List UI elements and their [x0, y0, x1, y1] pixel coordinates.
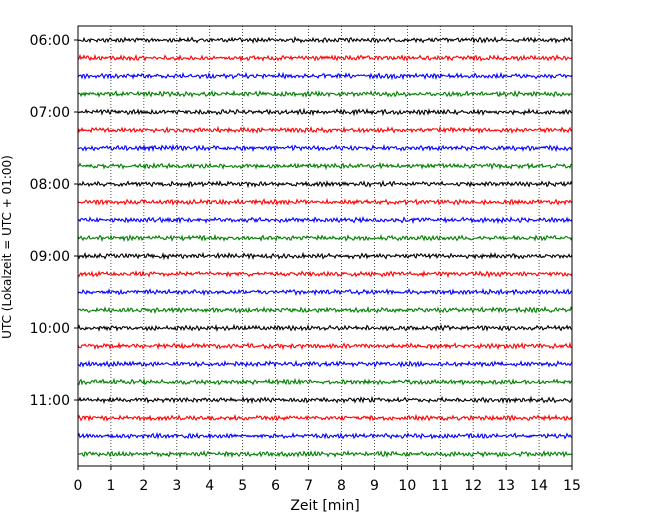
y-tick-label: 09:00 — [30, 249, 70, 265]
trace-1115 — [77, 413, 573, 423]
x-tick-label: 15 — [563, 478, 581, 494]
trace-0645 — [77, 89, 573, 99]
trace-1130 — [77, 431, 573, 440]
trace-0730 — [77, 143, 573, 153]
x-tick-label: 13 — [497, 478, 515, 494]
x-tick-label: 9 — [370, 478, 379, 494]
x-tick-label: 14 — [530, 478, 548, 494]
trace-1015 — [77, 341, 573, 351]
trace-0600 — [77, 36, 573, 45]
trace-0930 — [77, 287, 573, 297]
y-axis-label: UTC (Lokalzeit = UTC + 01:00) — [0, 155, 14, 339]
trace-1045 — [77, 377, 573, 387]
x-tick-label: 12 — [464, 478, 482, 494]
y-tick-label: 07:00 — [30, 105, 70, 121]
x-tick-label: 4 — [205, 478, 214, 494]
plot-frame — [77, 25, 573, 467]
seismic-traces — [77, 36, 573, 459]
x-tick-label: 5 — [238, 478, 247, 494]
x-tick-label: 6 — [271, 478, 280, 494]
trace-0700 — [77, 107, 573, 117]
trace-1000 — [77, 323, 573, 333]
x-tick-label: 8 — [337, 478, 346, 494]
y-tick-label: 06:00 — [30, 33, 70, 49]
x-tick-label: 1 — [106, 478, 115, 494]
trace-0800 — [77, 179, 573, 189]
trace-1145 — [78, 449, 573, 459]
x-tick-label: 3 — [172, 478, 181, 494]
x-axis: 0 1 2 3 4 5 6 7 8 9 10 11 12 13 14 15 — [74, 466, 581, 494]
y-tick-label: 11:00 — [30, 393, 70, 409]
y-tick-label: 08:00 — [30, 177, 70, 193]
y-axis: 06:00 07:00 08:00 09:00 10:00 11:00 — [30, 33, 78, 409]
x-tick-label: 2 — [139, 478, 148, 494]
trace-1030 — [77, 359, 573, 369]
trace-0630 — [77, 71, 573, 81]
trace-0815 — [77, 197, 573, 207]
trace-0900 — [77, 251, 573, 261]
trace-0830 — [77, 215, 573, 225]
trace-0615 — [77, 53, 573, 63]
grid-lines — [110, 26, 540, 466]
x-tick-label: 0 — [74, 478, 83, 494]
y-tick-label: 10:00 — [30, 321, 70, 337]
trace-0745 — [77, 161, 573, 171]
trace-0945 — [77, 305, 573, 315]
trace-1100 — [77, 395, 573, 405]
x-axis-label: Zeit [min] — [290, 498, 359, 514]
trace-0845 — [77, 233, 573, 243]
x-tick-label: 7 — [304, 478, 313, 494]
x-tick-label: 10 — [398, 478, 416, 494]
trace-0715 — [77, 125, 573, 135]
trace-0915 — [77, 269, 573, 279]
x-tick-label: 11 — [431, 478, 449, 494]
